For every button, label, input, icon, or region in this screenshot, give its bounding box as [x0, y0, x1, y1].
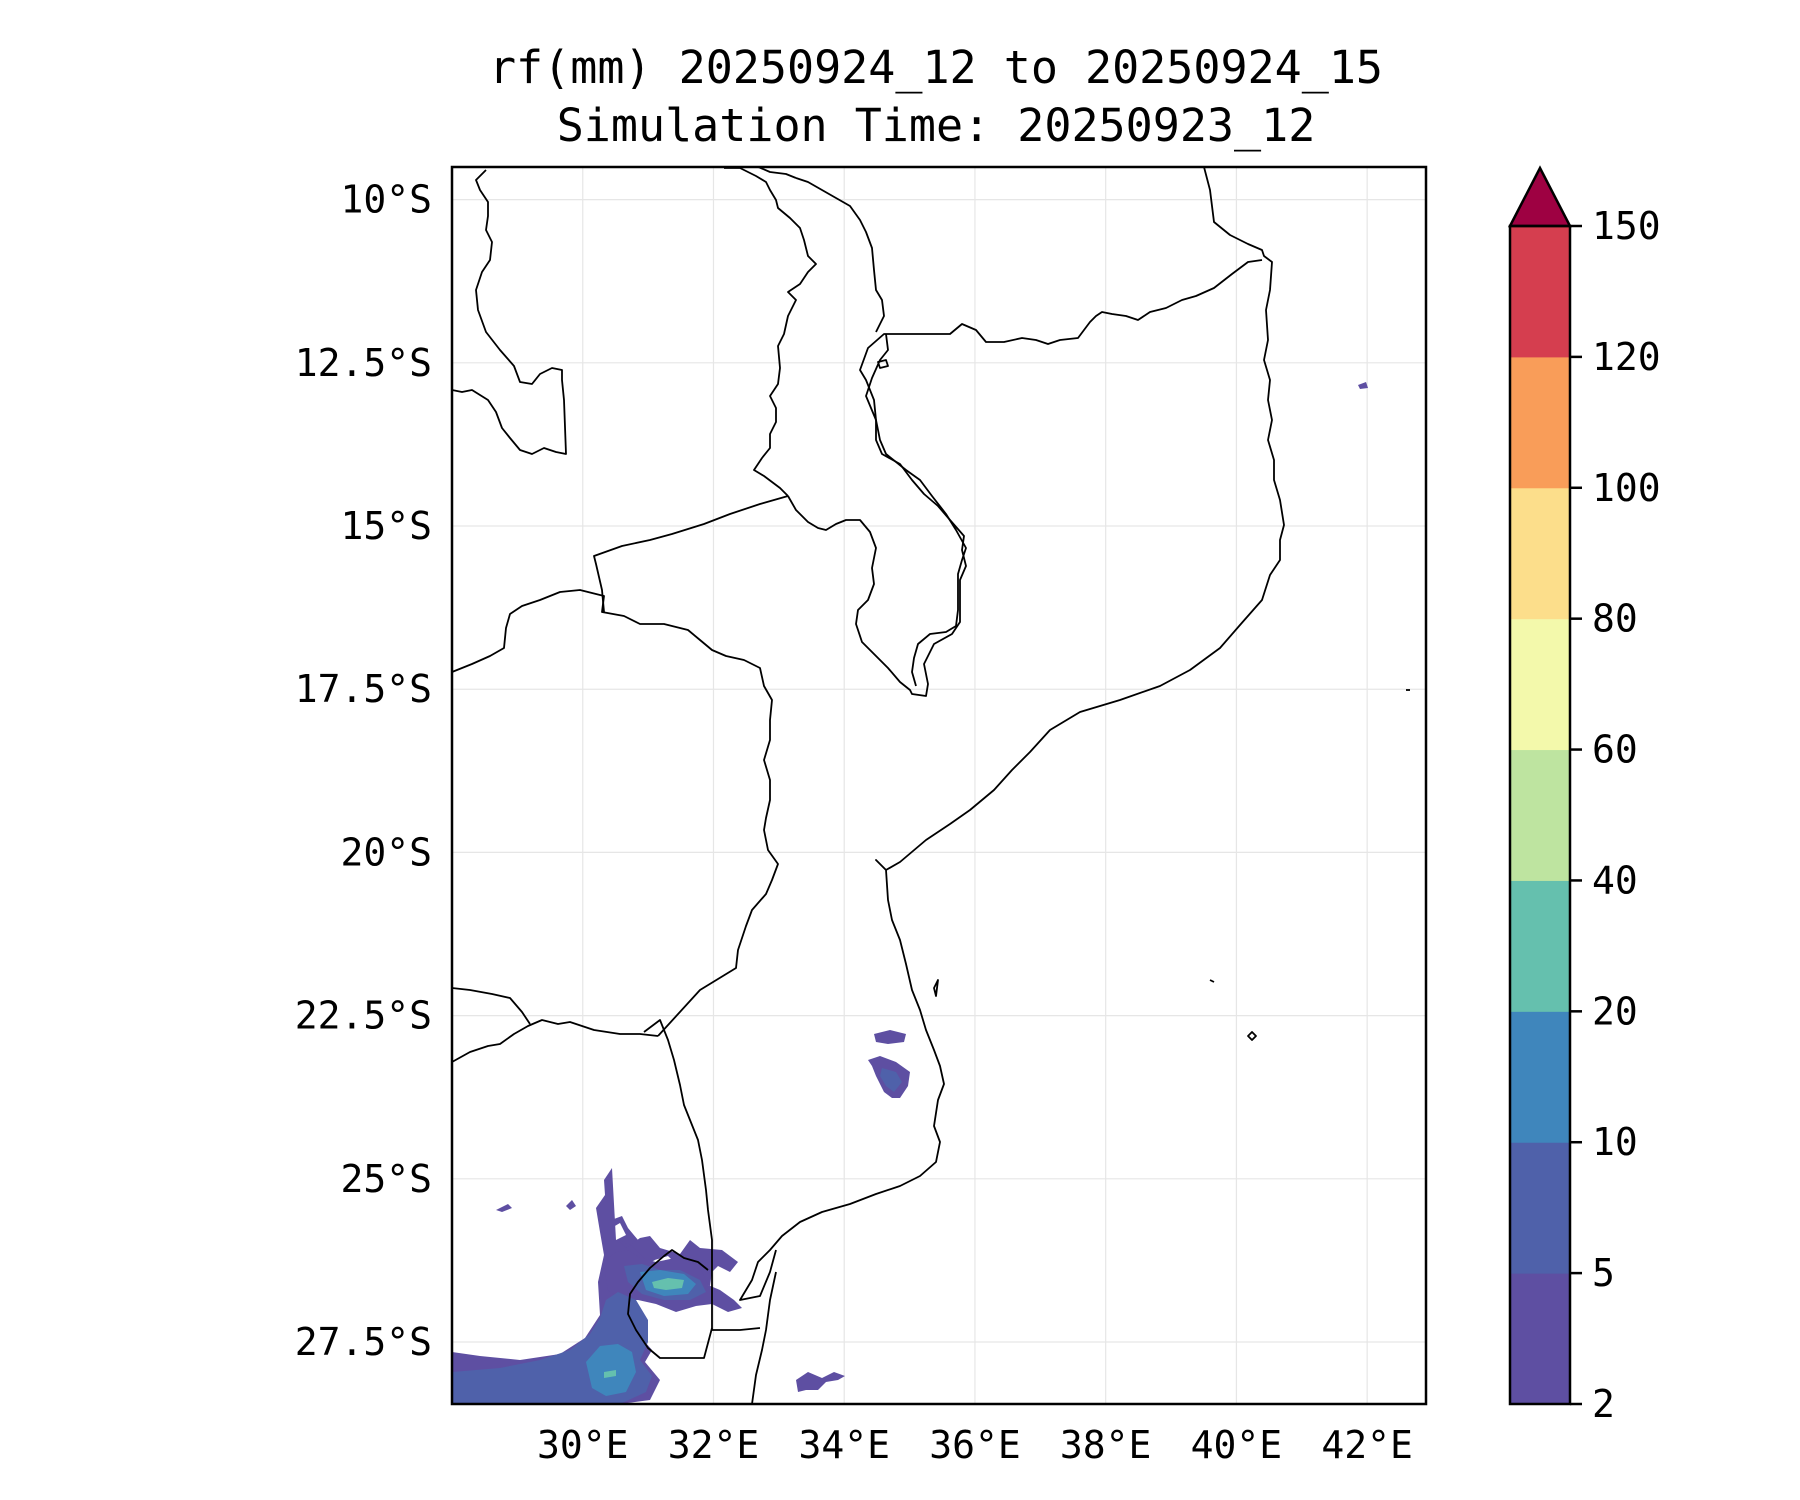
lon-tick-label: 30°E — [537, 1423, 629, 1467]
border-zim-moz — [452, 589, 779, 1037]
island-3 — [1209, 979, 1215, 983]
border-zimbabwe-sa — [452, 1019, 659, 1063]
border-drc-zambia — [452, 169, 567, 455]
map-title-line1: rf(mm) 20250924_12 to 20250924_15 — [488, 41, 1384, 94]
rain-patch-10-20-south — [586, 1344, 636, 1396]
colorbar-tick-label: 2 — [1592, 1382, 1615, 1426]
border-botswana — [452, 987, 531, 1025]
border-malawi-north — [795, 177, 885, 333]
colorbar-segment — [1510, 1011, 1570, 1143]
gridlines — [452, 167, 1426, 1404]
colorbar-tick-label: 80 — [1592, 597, 1638, 641]
map-panel — [450, 165, 1428, 1406]
border-mozambique-south — [751, 1271, 777, 1404]
island-5 — [877, 359, 889, 369]
lat-tick-label: 27.5°S — [295, 1320, 432, 1364]
colorbar-tick-label: 120 — [1592, 335, 1661, 379]
lat-tick-label: 17.5°S — [295, 667, 432, 711]
border-eswatini — [627, 1249, 713, 1359]
rain-patch-20-40-central — [652, 1278, 684, 1290]
colorbar: 2 5 10 20 40 60 80 100 120 150 — [1507, 165, 1661, 1426]
rain-patch-small-2 — [566, 1200, 576, 1210]
island-4 — [933, 979, 939, 997]
colorbar-extend-arrow — [1507, 165, 1573, 228]
colorbar-tick-label: 10 — [1592, 1120, 1638, 1164]
rain-patch-20-40-south — [604, 1370, 616, 1378]
colorbar-tick-label: 150 — [1592, 204, 1661, 248]
lat-tick-label: 12.5°S — [295, 341, 432, 385]
lat-tick-label: 20°S — [340, 830, 432, 874]
colorbar-tick-label: 5 — [1592, 1251, 1615, 1295]
lon-tick-label: 40°E — [1191, 1423, 1283, 1467]
longitude-tick-labels: 30°E 32°E 34°E 36°E 38°E 40°E 42°E — [537, 1423, 1413, 1467]
latitude-tick-labels: 10°S 12.5°S 15°S 17.5°S 20°S 22.5°S 25°S 27.5°S — [295, 178, 432, 1364]
colorbar-segment — [1510, 226, 1570, 358]
lat-tick-label: 10°S — [340, 178, 432, 222]
border-tanzania-zambia — [756, 167, 797, 179]
border-eswatini-moz — [643, 1019, 761, 1331]
rain-patch-east-coast-1 — [874, 1030, 906, 1044]
lat-tick-label: 25°S — [340, 1157, 432, 1201]
lat-tick-label: 15°S — [340, 504, 432, 548]
map-background — [452, 167, 1426, 1404]
colorbar-segment — [1510, 356, 1570, 489]
rain-patch-small-1 — [496, 1204, 512, 1212]
map-title-line2: Simulation Time: 20250923_12 — [556, 99, 1316, 152]
lon-tick-label: 36°E — [929, 1423, 1021, 1467]
lon-tick-label: 34°E — [798, 1423, 890, 1467]
island-1 — [1247, 1031, 1257, 1041]
colorbar-tick-label: 100 — [1592, 466, 1661, 510]
coastline-east — [739, 167, 1285, 1301]
colorbar-segment — [1510, 618, 1570, 751]
lat-tick-label: 22.5°S — [295, 994, 432, 1038]
colorbar-segment — [1510, 487, 1570, 620]
colorbar-segment — [1510, 749, 1570, 881]
colorbar-tick-label: 20 — [1592, 989, 1638, 1033]
rain-patch-offshore-south — [796, 1372, 845, 1392]
colorbar-frame — [1508, 224, 1572, 1406]
colorbar-tick-label: 60 — [1592, 728, 1638, 772]
border-zambia-malawi — [724, 167, 817, 497]
lon-tick-label: 32°E — [668, 1423, 760, 1467]
colorbar-tick-label: 40 — [1592, 858, 1638, 902]
borders-and-coastlines — [452, 167, 1410, 1404]
border-zambia-moz — [593, 495, 789, 613]
colorbar-segment — [1510, 880, 1570, 1012]
border-malawi — [787, 259, 1263, 697]
lon-tick-label: 42°E — [1321, 1423, 1413, 1467]
lake-malawi — [865, 333, 967, 687]
lon-tick-label: 38°E — [1060, 1423, 1152, 1467]
rain-patch-small-3 — [1358, 382, 1368, 389]
rain-patch-east-coast-3 — [880, 1068, 902, 1092]
map-frame — [450, 165, 1428, 1406]
rainfall-patches — [452, 382, 1368, 1404]
colorbar-segment — [1510, 1142, 1570, 1274]
colorbar-segment — [1510, 1273, 1570, 1405]
